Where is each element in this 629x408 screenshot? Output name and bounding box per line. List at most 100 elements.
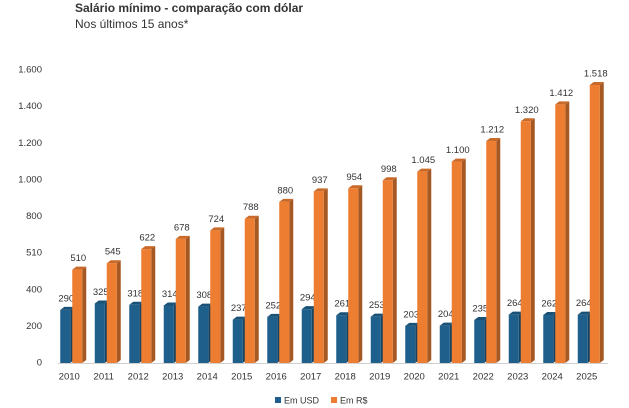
x-tick-label: 2019 <box>369 372 390 383</box>
bar-top <box>106 260 121 264</box>
x-tick-label: 2010 <box>59 372 80 383</box>
value-label: 1.518 <box>584 69 608 80</box>
value-label: 1.412 <box>549 88 573 99</box>
bar-top <box>370 313 385 317</box>
x-tick-label: 2015 <box>231 372 252 383</box>
x-tick-label: 2011 <box>94 372 114 383</box>
bar <box>589 85 600 364</box>
value-label: 237 <box>231 303 247 314</box>
value-label: 318 <box>127 288 143 299</box>
bar-top <box>198 303 213 307</box>
bar-top <box>417 168 432 172</box>
value-label: 998 <box>381 164 397 175</box>
bar-top <box>244 215 259 219</box>
value-label: 294 <box>300 293 316 304</box>
bar-side <box>220 227 225 363</box>
y-tick-label: 200 <box>26 321 42 332</box>
bar-side <box>323 188 328 363</box>
bar-top <box>439 322 454 326</box>
value-label: 264 <box>576 298 592 309</box>
x-tick-label: 2025 <box>576 372 597 383</box>
bar-top <box>141 246 156 250</box>
legend-label: Em USD <box>284 395 320 405</box>
value-label: 545 <box>105 247 121 258</box>
value-label: 264 <box>507 298 523 309</box>
bar <box>198 306 209 363</box>
bar-top <box>267 313 282 317</box>
bar <box>348 188 359 363</box>
x-tick-label: 2024 <box>542 372 563 383</box>
bar-side <box>151 246 156 363</box>
value-label: 235 <box>472 303 488 314</box>
x-tick-label: 2022 <box>473 372 494 383</box>
legend-label: Em R$ <box>340 395 368 405</box>
bar-top <box>543 312 558 316</box>
bar-side <box>427 168 432 363</box>
bar-top <box>520 118 535 122</box>
bar-top <box>60 306 75 310</box>
bar <box>279 201 290 363</box>
bar-top <box>129 301 144 305</box>
x-tick-label: 2017 <box>300 372 321 383</box>
x-tick-label: 2014 <box>197 372 218 383</box>
value-label: 622 <box>139 233 155 244</box>
bar <box>129 304 140 363</box>
value-label: 262 <box>541 299 557 310</box>
x-tick-label: 2023 <box>507 372 528 383</box>
bar-side <box>461 158 466 363</box>
bar-top <box>577 311 592 315</box>
bar-top <box>313 188 328 192</box>
bar-top <box>210 227 225 231</box>
value-label: 253 <box>369 300 385 311</box>
y-tick-label: 1.000 <box>18 174 42 185</box>
bar-top <box>163 302 178 306</box>
value-label: 1.045 <box>411 155 435 166</box>
value-label: 204 <box>438 309 454 320</box>
bar-top <box>405 322 420 326</box>
bar <box>405 325 416 363</box>
bar <box>94 303 105 363</box>
bar-side <box>289 198 294 363</box>
bar-side <box>599 82 604 364</box>
bar-top <box>508 311 523 315</box>
bar-top <box>175 235 190 239</box>
bar-top <box>555 101 570 105</box>
value-label: 954 <box>346 172 362 183</box>
value-label: 937 <box>312 175 328 186</box>
bar-side <box>254 215 259 363</box>
bar-top <box>474 316 489 320</box>
bar <box>382 180 393 363</box>
value-label: 1.100 <box>446 145 470 156</box>
x-tick-label: 2021 <box>438 372 459 383</box>
bar <box>474 319 485 363</box>
bar-top <box>94 300 109 304</box>
bar-side <box>530 118 535 364</box>
bar-top <box>336 312 351 316</box>
bar <box>175 238 186 363</box>
bar-side <box>116 260 121 363</box>
bar <box>313 191 324 363</box>
value-label: 678 <box>174 222 190 233</box>
bar <box>141 249 152 363</box>
bar <box>244 218 255 363</box>
bar <box>508 314 519 363</box>
bar <box>520 121 531 364</box>
legend-swatch <box>275 397 281 403</box>
value-label: 1.212 <box>480 125 504 136</box>
y-tick-label: 1.200 <box>18 138 42 149</box>
bar-top <box>451 158 466 162</box>
bar <box>336 315 347 363</box>
bar <box>417 171 428 363</box>
bar <box>210 230 221 363</box>
bar-top <box>382 177 397 181</box>
bar-side <box>358 185 363 363</box>
bar <box>163 305 174 363</box>
chart-subtitle: Nos últimos 15 anos* <box>75 17 189 31</box>
value-label: 510 <box>70 253 86 264</box>
value-label: 788 <box>243 202 259 213</box>
bar-top <box>279 198 294 202</box>
bar-top <box>232 316 247 320</box>
x-tick-label: 2013 <box>162 372 183 383</box>
x-tick-label: 2012 <box>128 372 149 383</box>
bar <box>486 141 497 363</box>
